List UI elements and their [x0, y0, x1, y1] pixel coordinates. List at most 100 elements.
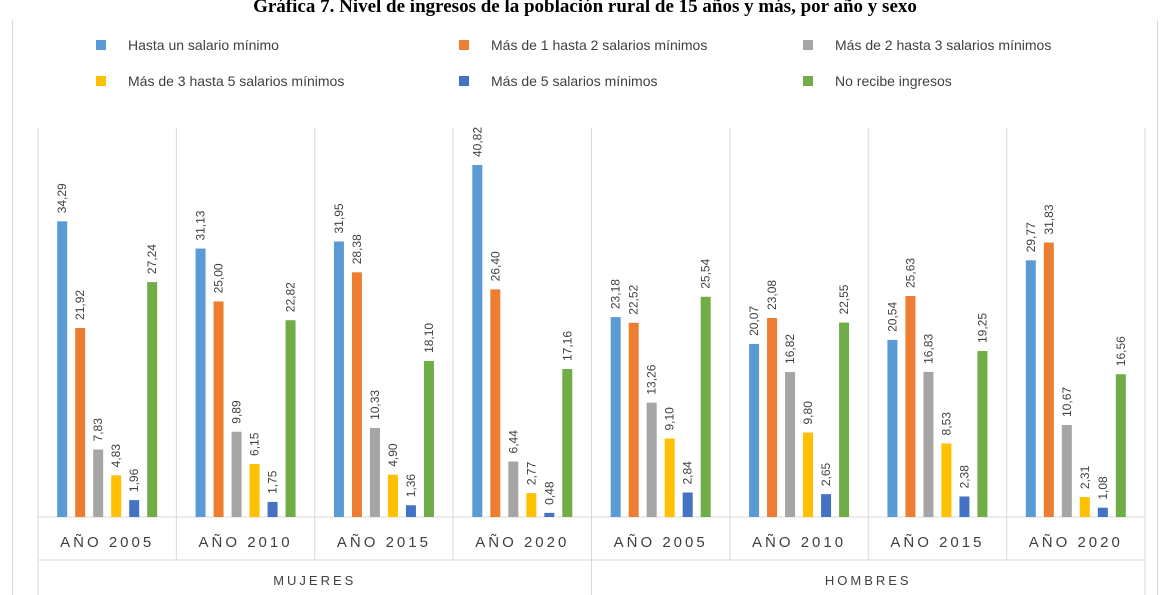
data-label: 31,95	[332, 203, 346, 233]
bar	[1097, 507, 1108, 517]
data-label: 40,82	[470, 127, 484, 157]
data-label: 25,63	[903, 258, 917, 288]
data-label: 31,83	[1042, 204, 1056, 234]
category-label: AÑO 2015	[337, 534, 431, 551]
category-label: AÑO 2015	[890, 534, 984, 551]
bar	[887, 339, 898, 517]
bar	[75, 327, 86, 517]
data-label: 9,10	[663, 407, 677, 431]
data-label: 22,52	[627, 284, 641, 314]
bar	[405, 505, 416, 517]
category-label: AÑO 2020	[1029, 534, 1123, 551]
bar	[785, 371, 796, 517]
data-label: 23,08	[765, 280, 779, 310]
legend-swatch-2	[459, 40, 469, 50]
data-label: 20,07	[747, 306, 761, 336]
bar	[387, 474, 398, 517]
bar	[285, 320, 296, 517]
bar	[1043, 242, 1054, 518]
data-label: 27,24	[145, 244, 159, 274]
bar	[628, 322, 639, 517]
bar-chart: Hasta un salario mínimo Más de 1 hasta 2 …	[37, 37, 1146, 595]
bar	[749, 343, 760, 517]
data-label: 7,83	[91, 418, 105, 442]
bar	[147, 282, 158, 517]
bar	[767, 317, 778, 517]
data-label: 8,53	[939, 412, 953, 436]
bar	[490, 289, 501, 517]
chart-area: Hasta un salario mínimo Más de 1 hasta 2 …	[12, 20, 1158, 595]
data-label: 23,18	[609, 279, 623, 309]
bar	[923, 371, 934, 517]
bar	[111, 475, 122, 517]
bar	[526, 493, 537, 517]
bar	[821, 494, 832, 517]
data-label: 10,33	[368, 390, 382, 420]
data-label: 6,15	[248, 432, 262, 456]
x-axis: AÑO 2005 AÑO 2010 AÑO 2015 AÑO 2020 AÑO 2005…	[37, 128, 1146, 595]
data-label: 34,29	[55, 183, 69, 213]
category-label: AÑO 2005	[614, 534, 708, 551]
legend-swatch-4	[96, 76, 106, 86]
bar	[941, 443, 952, 517]
data-label: 1,36	[404, 474, 418, 498]
data-label: 1,08	[1096, 476, 1110, 500]
bar	[977, 351, 988, 517]
data-label: 22,55	[837, 284, 851, 314]
data-label: 17,16	[560, 331, 574, 361]
data-label: 16,82	[783, 334, 797, 364]
data-label: 31,13	[194, 210, 208, 240]
bar	[129, 500, 140, 517]
bar	[803, 432, 814, 517]
data-label: 2,77	[524, 461, 538, 485]
data-label: 2,65	[819, 462, 833, 486]
bar	[664, 438, 675, 517]
bar	[93, 449, 104, 517]
legend-label-1: Hasta un salario mínimo	[128, 37, 279, 53]
category-label: AÑO 2005	[60, 534, 154, 551]
data-label: 16,83	[921, 334, 935, 364]
legend-label-4: Más de 3 hasta 5 salarios mínimos	[128, 73, 344, 89]
legend-label-5: Más de 5 salarios mínimos	[491, 73, 658, 89]
bar	[195, 248, 206, 518]
legend-label-3: Más de 2 hasta 3 salarios mínimos	[835, 37, 1051, 53]
bar	[231, 431, 242, 517]
bar	[682, 492, 693, 517]
bar	[1115, 374, 1126, 517]
bar	[249, 463, 260, 517]
bar	[959, 496, 970, 517]
data-labels: 34,29 21,92 7,83 4,83 1,96 27,24 31,13 25,00 9,8…	[55, 127, 1128, 505]
bar	[1079, 497, 1090, 517]
data-label: 19,25	[975, 313, 989, 343]
data-label: 28,38	[350, 234, 364, 264]
data-label: 25,54	[699, 258, 713, 288]
chart-title: Gráfica 7. Nivel de ingresos de la pobla…	[253, 0, 917, 17]
data-label: 29,77	[1024, 222, 1038, 252]
data-label: 6,44	[506, 430, 520, 454]
data-label: 9,89	[230, 400, 244, 424]
bars	[57, 165, 1126, 518]
data-label: 21,92	[73, 290, 87, 320]
data-label: 4,90	[386, 443, 400, 467]
data-label: 16,56	[1114, 336, 1128, 366]
data-label: 26,40	[488, 251, 502, 281]
data-label: 2,84	[681, 461, 695, 485]
group-label-mujeres: MUJERES	[273, 573, 356, 588]
bar	[905, 295, 916, 517]
legend-swatch-1	[96, 40, 106, 50]
category-label: AÑO 2020	[475, 534, 569, 551]
data-label: 4,83	[109, 444, 123, 468]
bar	[369, 427, 380, 517]
data-label: 0,48	[542, 481, 556, 505]
bar	[267, 501, 278, 517]
bar	[423, 360, 434, 517]
legend-label-2: Más de 1 hasta 2 salarios mínimos	[491, 37, 707, 53]
data-label: 1,96	[127, 468, 141, 492]
legend-swatch-6	[803, 76, 813, 86]
bar	[472, 165, 483, 517]
data-label: 10,67	[1060, 387, 1074, 417]
data-label: 9,80	[801, 401, 815, 425]
bar	[1025, 260, 1036, 517]
bar	[544, 512, 555, 517]
data-label: 22,82	[284, 282, 298, 312]
